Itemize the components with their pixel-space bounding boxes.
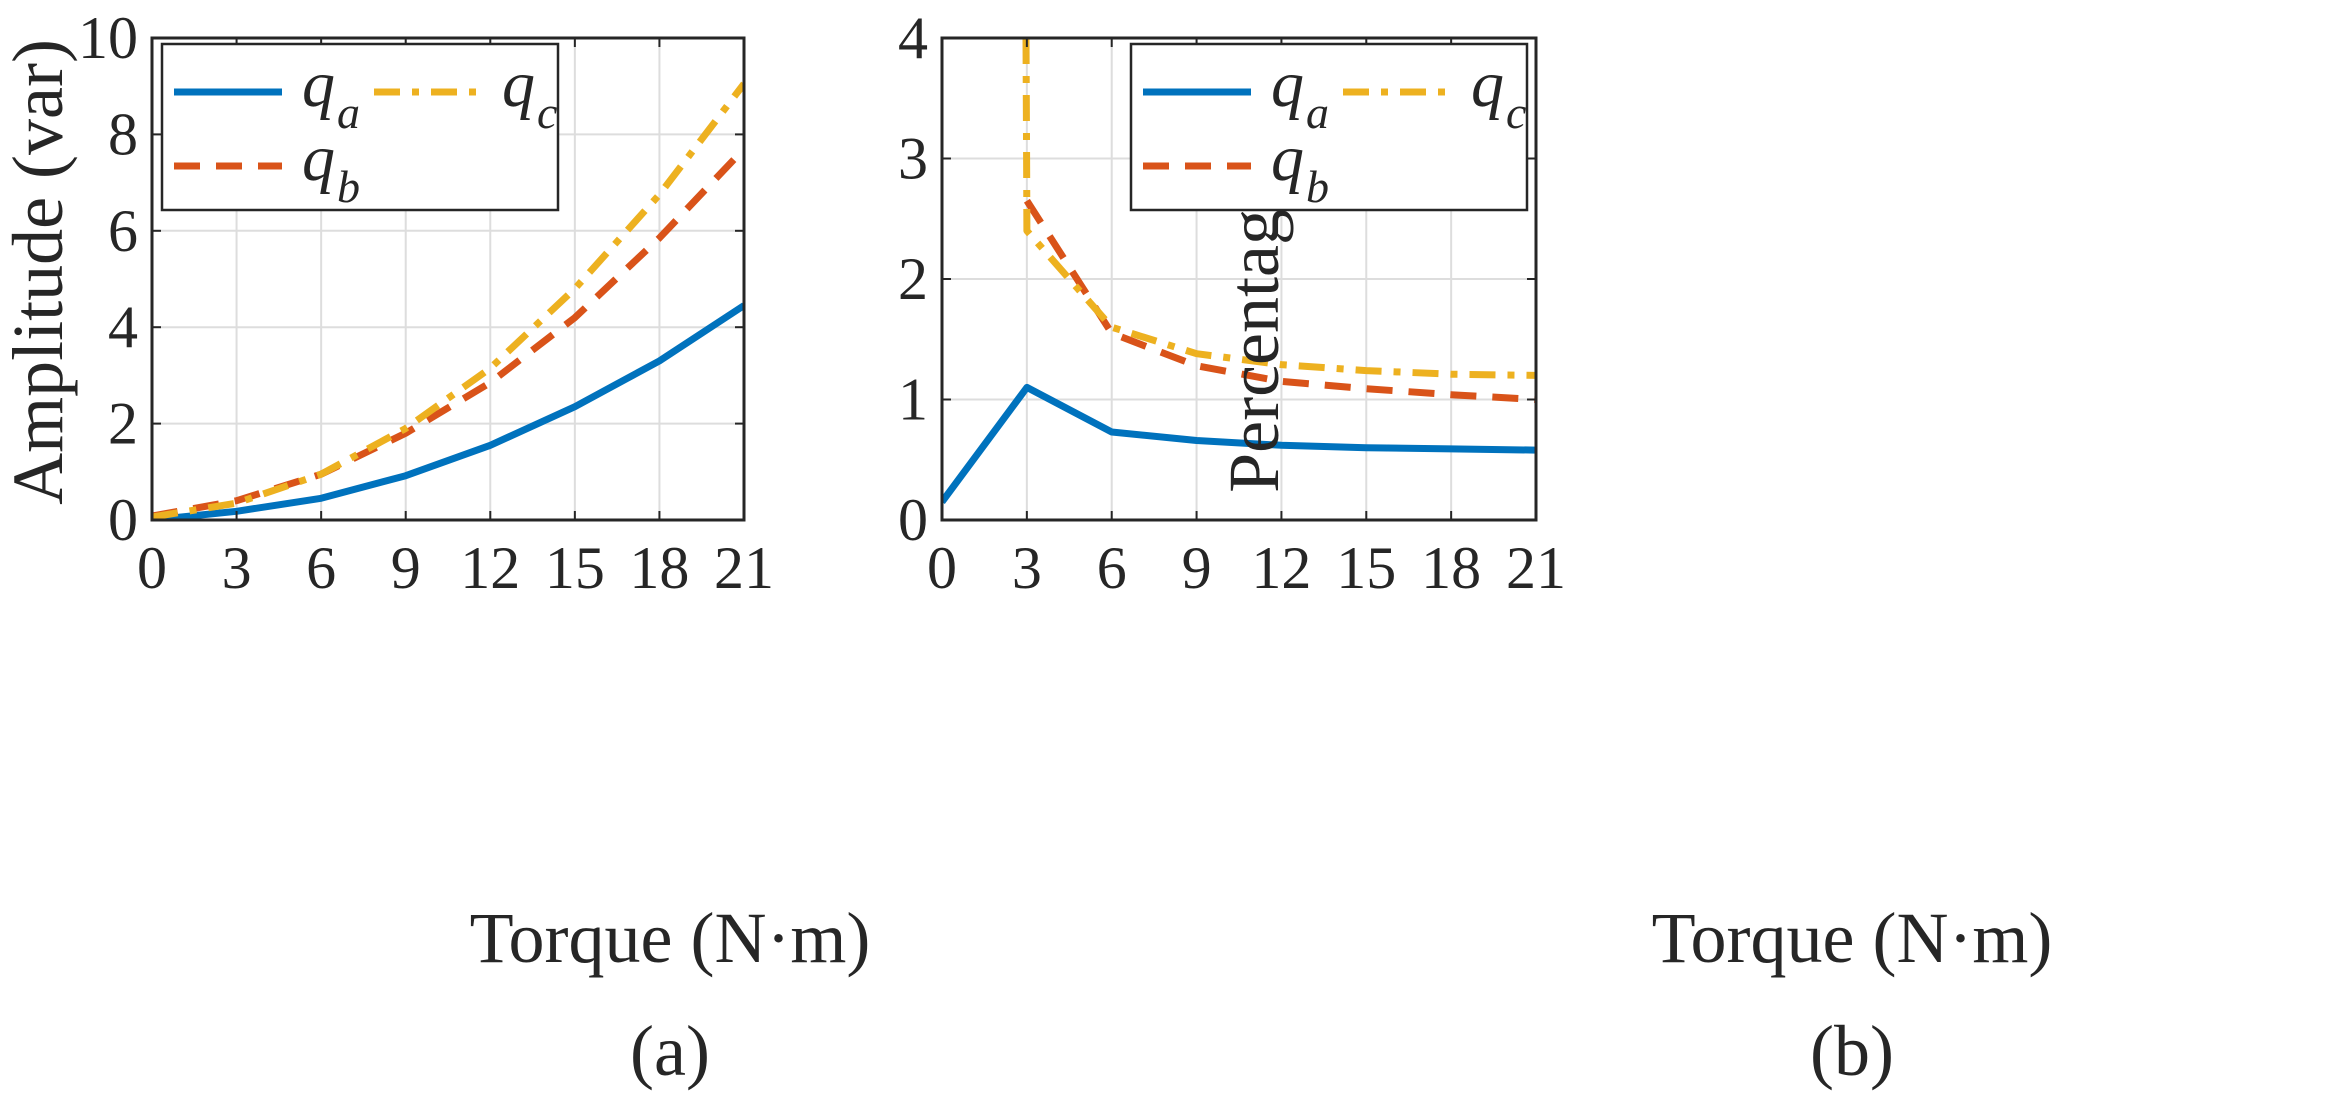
panel-a-x-ticks: 0 3 6 9 12 15 18 21 [137,38,774,601]
panel-b-x-ticks: 0 3 6 9 12 15 18 21 [927,38,1566,601]
panel-a-x-tick-label-6: 18 [629,535,689,601]
panel-a-caption: (a) [630,1011,710,1091]
panel-a-x-tick-label-5: 15 [545,535,605,601]
panel-a-axes-frame [150,36,746,522]
panel-a-y-tick-label-5: 10 [78,5,138,71]
panel-b-x-tick-label-1: 3 [1012,535,1042,601]
panel-a-y-axis-label: Amplitude (var) [0,39,78,505]
panel-a-x-tick-label-2: 6 [306,535,336,601]
panel-a-y-tick-label-1: 2 [108,391,138,457]
panel-b-caption: (b) [1810,1011,1894,1091]
panel-a-x-tick-label-0: 0 [137,535,167,601]
panel-b-y-ticks: 0 1 2 3 4 [898,5,1536,553]
panel-a-y-tick-label-4: 8 [108,101,138,167]
panel-b-x-tick-label-6: 18 [1421,535,1481,601]
panel-a-y-tick-label-3: 6 [108,198,138,264]
panel-a-legend-box [160,42,560,212]
panel-a-x-tick-label-4: 12 [460,535,520,601]
panel-b-x-tick-label-2: 6 [1097,535,1127,601]
panel-b-y-tick-label-0: 0 [898,487,928,553]
panel-a-series-qc-line [152,81,744,520]
panel-b-y-tick-label-1: 1 [898,367,928,433]
panel-b-x-axis-label: Torque (N·m) [1652,898,2053,978]
panel-b-x-tick-label-5: 15 [1336,535,1396,601]
panel-b-series-group [942,38,1536,504]
panel-b-y-tick-label-3: 3 [898,126,928,192]
panel-a-series-qa-line [152,302,744,520]
panel-b-y-tick-label-4: 4 [898,5,928,71]
panel-b-x-tick-label-7: 21 [1506,535,1566,601]
panel-a-y-ticks: 0 2 4 6 8 10 [78,5,744,553]
panel-b-x-tick-label-3: 9 [1182,535,1212,601]
panel-b-series-qa-line [942,383,1536,504]
panel-a-y-tick-label-0: 0 [108,487,138,553]
panel-a-x-tick-label-1: 3 [222,535,252,601]
panel-b-y-tick-label-2: 2 [898,246,928,312]
panel-b-series-qb-line [1023,198,1536,403]
panel-a-y-tick-label-2: 4 [108,294,138,360]
panel-b-x-tick-label-0: 0 [927,535,957,601]
panel-a-series-group [152,81,744,520]
panel-b-legend-box [1129,42,1529,212]
panel-a-x-tick-label-7: 21 [714,535,774,601]
panel-b-x-tick-label-4: 12 [1251,535,1311,601]
panel-a-x-tick-label-3: 9 [391,535,421,601]
panel-b-series-qc-line [1022,38,1536,379]
panel-a-x-axis-label: Torque (N·m) [470,898,871,978]
